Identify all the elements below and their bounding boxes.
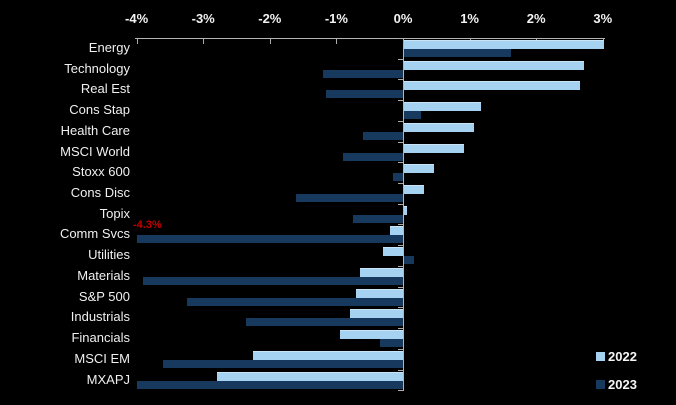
x-tick-label: 1% (460, 11, 479, 26)
bar-2023-materials (143, 276, 403, 285)
bar-2022-s-p-500 (356, 288, 403, 298)
bar-2023-s-p-500 (186, 297, 403, 306)
x-tick-label: -1% (324, 11, 348, 26)
bar-2023-utilities (404, 256, 414, 265)
bar-2023-cons-stap (404, 111, 421, 120)
legend-label-2023: 2023 (608, 377, 637, 392)
category-axis-tick (398, 307, 403, 309)
bar-2023-cons-disc (296, 194, 403, 203)
bar-2023-stoxx-600 (393, 173, 403, 182)
category-label: Stoxx 600 (72, 164, 130, 180)
bar-2022-materials (359, 267, 403, 277)
category-label: Materials (77, 267, 130, 283)
category-label: MSCI EM (74, 350, 130, 366)
legend-item-2022: 2022 (596, 349, 637, 364)
category-axis-tick (398, 183, 403, 185)
bar-2023-real-est (326, 90, 403, 99)
x-tick-mark (403, 39, 404, 44)
x-tick-mark (269, 39, 271, 44)
category-axis-tick (398, 38, 403, 39)
category-label: MSCI World (60, 143, 130, 159)
x-tick-label: -2% (258, 11, 282, 26)
category-label: S&P 500 (78, 288, 130, 304)
bar-2022-stoxx-600 (404, 164, 434, 174)
bar-2023-energy (404, 49, 511, 57)
bar-2023-mxapj (136, 380, 403, 389)
x-tick-mark (336, 39, 338, 44)
category-axis-tick (398, 328, 403, 330)
category-label: Financials (71, 330, 130, 346)
x-tick-label: 2% (526, 11, 546, 26)
x-axis-line (135, 38, 605, 39)
category-axis-tick (398, 369, 403, 371)
category-label: Health Care (60, 122, 130, 138)
bar-2022-utilities (383, 247, 403, 257)
category-axis-tick (398, 141, 403, 143)
category-axis-tick (398, 348, 403, 350)
bar-2022-cons-stap (404, 102, 481, 112)
category-axis-tick (398, 265, 403, 267)
bar-2023-msci-world (343, 152, 403, 161)
bar-2022-msci-em (253, 350, 403, 360)
legend-item-2023: 2023 (596, 377, 637, 392)
category-axis-tick (398, 203, 403, 205)
category-axis-tick (398, 390, 403, 392)
x-tick-mark (203, 39, 205, 44)
bar-2023-industrials (246, 318, 403, 327)
x-tick-label: 3% (593, 11, 613, 26)
zero-axis-line (403, 38, 404, 391)
x-tick-mark (136, 39, 138, 44)
category-axis-tick (398, 100, 403, 102)
category-axis-tick (398, 58, 403, 60)
category-axis-tick (398, 162, 403, 164)
category-axis-tick (398, 286, 403, 288)
x-tick-label: -3% (191, 11, 215, 26)
category-label: Utilities (88, 247, 130, 263)
x-tick-label: -4% (125, 11, 149, 26)
bar-2022-mxapj (216, 371, 403, 381)
category-label: Technology (64, 60, 130, 76)
category-label: Real Est (80, 81, 130, 97)
bar-2023-financials (379, 339, 403, 348)
legend-swatch-2023 (596, 380, 605, 389)
bar-2022-real-est (404, 81, 581, 91)
category-label: Cons Disc (70, 185, 130, 201)
bar-2023-technology (323, 69, 403, 78)
clipped-value-annotation: -4.3% (133, 219, 162, 231)
bar-2022-comm-svcs (389, 226, 403, 236)
bar-2023-health-care (363, 131, 403, 140)
bar-2022-financials (339, 330, 403, 340)
category-axis-tick (398, 245, 403, 247)
bar-2023-topix (353, 214, 403, 223)
x-tick-label: 0% (393, 11, 413, 26)
category-label: MXAPJ (86, 371, 130, 387)
category-axis-tick (398, 79, 403, 81)
legend-swatch-2022 (596, 352, 605, 361)
category-label: Cons Stap (69, 102, 130, 118)
category-label: Energy (88, 40, 130, 55)
bar-2023-msci-em (163, 359, 403, 368)
category-axis-tick (398, 120, 403, 122)
bar-2022-msci-world (404, 143, 464, 153)
bar-2022-health-care (404, 122, 474, 132)
category-label: Industrials (70, 309, 130, 325)
bar-2022-industrials (349, 309, 403, 319)
category-label: Comm Svcs (59, 226, 130, 242)
category-label: Topix (99, 205, 130, 221)
bar-2022-energy (404, 40, 604, 49)
bar-2022-topix (404, 205, 408, 215)
bar-2022-technology (404, 60, 584, 70)
legend-label-2022: 2022 (608, 349, 637, 364)
bar-2023-comm-svcs (136, 235, 403, 244)
category-axis-tick (398, 224, 403, 226)
bar-2022-cons-disc (404, 185, 424, 195)
